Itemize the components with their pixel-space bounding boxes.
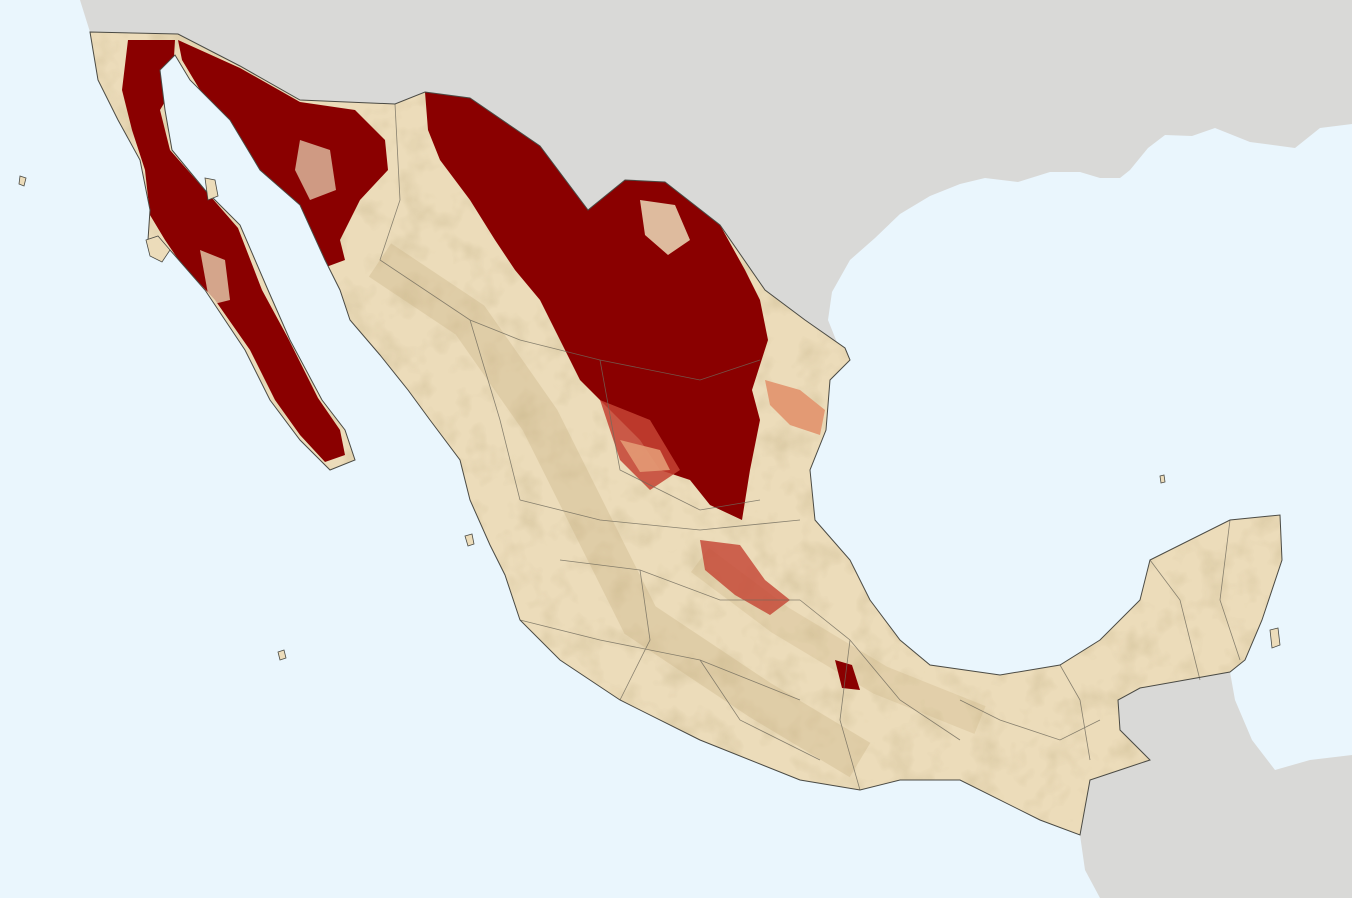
island-arrecife <box>1159 474 1166 484</box>
island-guadalupe <box>18 175 27 187</box>
clearing-c <box>200 250 230 305</box>
sonora-high-region <box>178 40 388 270</box>
central-patch-a <box>700 540 790 615</box>
north-central-high-region <box>425 92 768 520</box>
medium-region-c <box>620 440 670 472</box>
baja-high-region <box>122 40 345 462</box>
island-tres-marias <box>464 533 475 547</box>
clearing-b <box>295 140 336 200</box>
state-borders <box>379 103 1241 791</box>
medium-region-b <box>765 380 825 435</box>
island-cedros <box>145 235 171 263</box>
island-revillagigedo <box>277 649 287 661</box>
central-america-land <box>1080 672 1352 898</box>
island-tiburon <box>204 177 219 201</box>
central-patch-b <box>835 660 860 690</box>
intensity-overlay <box>122 40 860 690</box>
islands <box>18 175 1281 661</box>
clearing-a <box>640 200 690 255</box>
island-cozumel <box>1269 627 1281 649</box>
united-states-land <box>80 0 1352 352</box>
